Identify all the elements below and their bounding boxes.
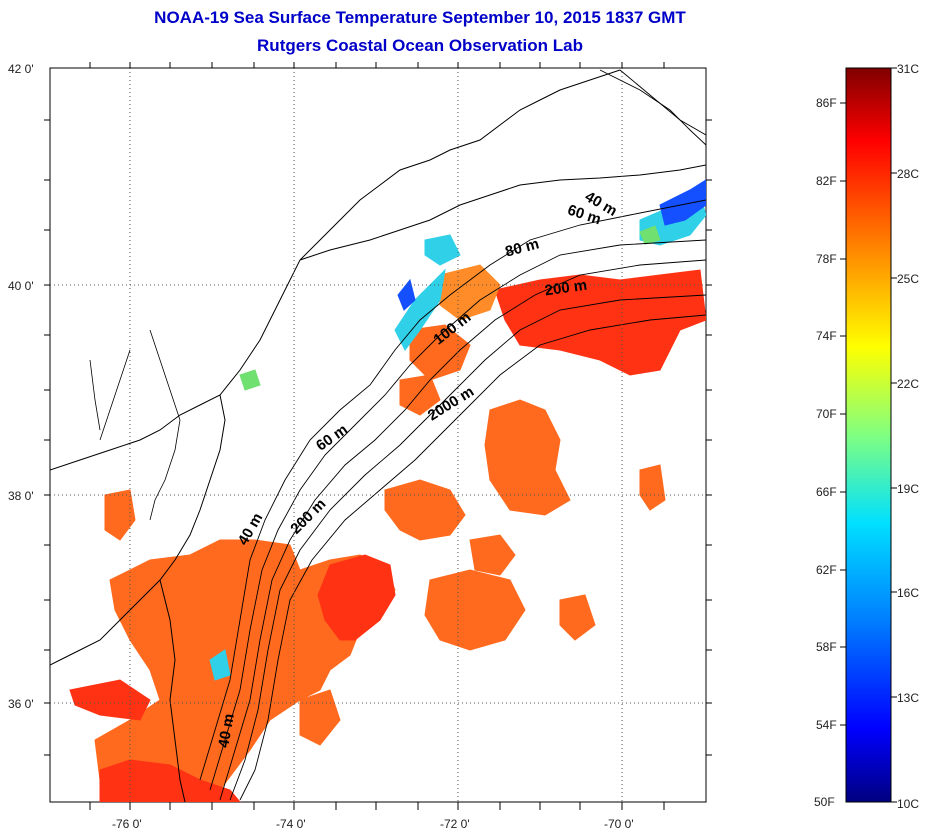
colorbar-f-label: 70F bbox=[816, 407, 837, 421]
map-grid bbox=[50, 68, 706, 802]
sst-patch bbox=[424, 234, 461, 266]
sst-patch bbox=[639, 464, 666, 511]
colorbar-f-label: 50F bbox=[814, 795, 835, 809]
isobath-label: 200 m bbox=[544, 277, 588, 300]
isobath-label: 40 m bbox=[215, 712, 238, 749]
sst-patch bbox=[659, 179, 706, 226]
colorbar-f-label: 86F bbox=[816, 96, 837, 110]
colorbar-c-label: 25C bbox=[897, 272, 919, 286]
colorbar-c-label: 13C bbox=[897, 691, 919, 705]
sst-patch bbox=[494, 269, 706, 376]
colorbar-c-label: 22C bbox=[897, 377, 919, 391]
lat-label: 42 0' bbox=[8, 62, 34, 76]
sst-patch bbox=[469, 534, 516, 576]
coastline bbox=[50, 69, 706, 802]
colorbar-f-label: 74F bbox=[816, 329, 837, 343]
sst-patch bbox=[399, 374, 441, 416]
colorbar-f-label: 54F bbox=[816, 718, 837, 732]
sst-patch bbox=[317, 554, 396, 641]
axis-ticks bbox=[44, 62, 712, 810]
lon-label: -74 0' bbox=[276, 817, 306, 831]
sst-patch bbox=[484, 399, 571, 516]
lat-label: 36 0' bbox=[8, 697, 34, 711]
sst-patch bbox=[239, 369, 261, 391]
lat-label: 40 0' bbox=[8, 279, 34, 293]
sst-patch bbox=[384, 479, 466, 541]
sst-patch bbox=[99, 759, 241, 802]
colorbar-f-label: 66F bbox=[816, 485, 837, 499]
colorbar-c-label: 16C bbox=[897, 586, 919, 600]
colorbar-ticks bbox=[840, 67, 897, 803]
map-frame bbox=[49, 67, 707, 803]
colorbar-c-label: 19C bbox=[897, 482, 919, 496]
sst-data-layer bbox=[69, 179, 706, 802]
sst-patch bbox=[209, 649, 231, 681]
lon-label: -76 0' bbox=[112, 817, 142, 831]
colorbar-f-label: 82F bbox=[816, 174, 837, 188]
colorbar-f-label: 62F bbox=[816, 563, 837, 577]
sst-patch bbox=[299, 689, 341, 746]
colorbar-f-label: 78F bbox=[816, 252, 837, 266]
lon-label: -70 0' bbox=[604, 817, 634, 831]
sst-patch bbox=[409, 324, 471, 381]
map-title: NOAA-19 Sea Surface Temperature Septembe… bbox=[154, 8, 686, 27]
isobath-contours bbox=[199, 69, 706, 801]
colorbar-c-label: 10C bbox=[897, 797, 919, 811]
sst-patch bbox=[424, 569, 526, 651]
sst-patch bbox=[639, 225, 661, 245]
colorbar-f-label: 58F bbox=[816, 640, 837, 654]
sst-patch bbox=[439, 264, 501, 321]
colorbar bbox=[845, 67, 892, 803]
sst-patch bbox=[559, 594, 596, 641]
lat-label: 38 0' bbox=[8, 489, 34, 503]
colorbar-c-label: 28C bbox=[897, 167, 919, 181]
map-subtitle: Rutgers Coastal Ocean Observation Lab bbox=[257, 36, 583, 55]
bay-outline bbox=[89, 329, 181, 521]
colorbar-c-label: 31C bbox=[897, 62, 919, 76]
lon-label: -72 0' bbox=[440, 817, 470, 831]
sst-patch bbox=[69, 679, 151, 721]
sst-patch bbox=[104, 489, 136, 541]
